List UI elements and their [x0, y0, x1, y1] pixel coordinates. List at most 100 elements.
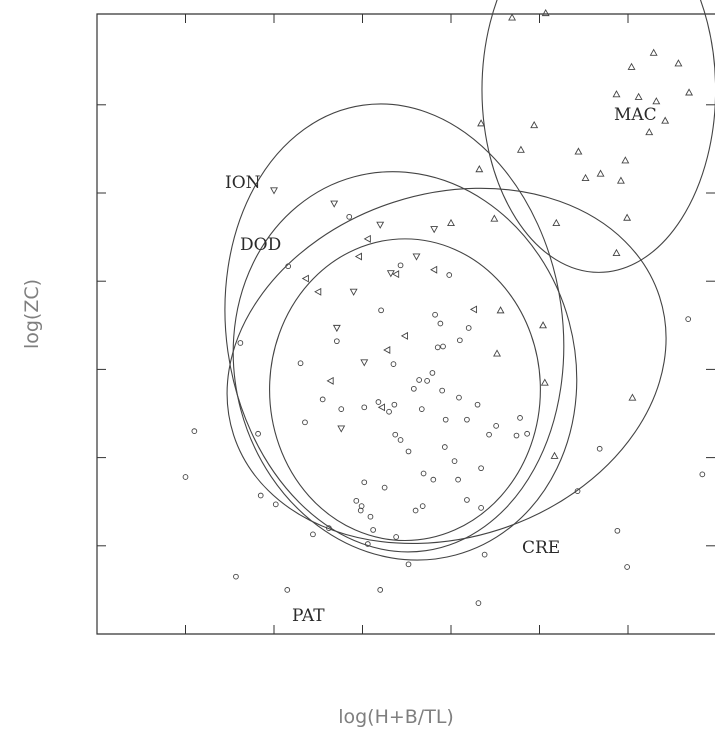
- pat-point: [255, 430, 261, 437]
- mac-point: [477, 119, 486, 127]
- cre-label: CRE: [522, 538, 560, 558]
- ion-point: [386, 270, 395, 278]
- ion-point: [337, 425, 346, 433]
- pat-point: [517, 415, 523, 421]
- ion-point: [330, 200, 339, 208]
- dod-point: [392, 270, 400, 279]
- dod-point: [354, 252, 362, 261]
- pat-point: [685, 316, 692, 322]
- pat-point: [370, 527, 376, 533]
- pat-ellipse: [269, 238, 541, 542]
- pat-point: [439, 387, 446, 394]
- pat-point: [405, 448, 412, 455]
- ion-point: [430, 226, 439, 234]
- pat-point: [357, 507, 364, 514]
- pat-point: [338, 406, 345, 412]
- pat-point: [478, 465, 484, 472]
- axis-ticks: [97, 14, 715, 634]
- ion-label: ION: [225, 173, 261, 193]
- pat-point: [397, 262, 404, 269]
- pat-point: [191, 428, 198, 434]
- dod-label: DOD: [240, 235, 281, 255]
- pat-point: [475, 600, 482, 606]
- pat-point: [457, 337, 463, 344]
- pat-point: [481, 551, 488, 558]
- ion-point: [412, 253, 421, 261]
- mac-point: [596, 169, 605, 177]
- mac-point: [612, 248, 621, 256]
- pat-point: [272, 501, 279, 508]
- pat-point: [319, 396, 326, 403]
- ion-point: [360, 359, 369, 367]
- ion-point: [376, 221, 385, 229]
- pat-point: [364, 541, 371, 547]
- pat-point: [493, 422, 499, 429]
- pat-point: [429, 370, 436, 376]
- mac-point: [581, 173, 590, 182]
- pat-point: [405, 561, 412, 568]
- cre-point: [447, 218, 455, 226]
- pat-label: PAT: [292, 606, 325, 626]
- mac-point: [616, 176, 625, 184]
- group-labels: MAC ION DOD CRE PAT: [225, 105, 657, 626]
- pat-point: [474, 401, 481, 408]
- mac-point: [490, 214, 499, 222]
- mac-point: [552, 218, 561, 226]
- pat-point: [381, 484, 388, 491]
- mac-point: [621, 156, 630, 164]
- pat-point: [233, 573, 239, 580]
- cre-point: [539, 321, 548, 329]
- group-ellipses: [224, 0, 715, 561]
- dod-point: [326, 376, 334, 385]
- pat-point: [424, 378, 430, 384]
- x-axis-title: log(H+B/TL): [338, 706, 454, 728]
- mac-point: [508, 13, 517, 21]
- cre-point: [496, 306, 505, 314]
- y-axis-title: log(ZC): [21, 279, 43, 349]
- dod-ellipse: [232, 171, 578, 561]
- pat-point: [434, 344, 441, 351]
- pat-point: [397, 437, 404, 443]
- pat-point: [393, 534, 399, 540]
- pat-point: [302, 419, 308, 426]
- pat-point: [442, 416, 449, 423]
- pat-point: [297, 360, 304, 367]
- pat-point: [326, 525, 332, 532]
- pat-point: [378, 307, 384, 314]
- pat-point: [574, 488, 581, 494]
- pat-point: [182, 474, 189, 480]
- mac-point: [516, 145, 525, 153]
- pat-point: [361, 404, 368, 411]
- plot-border: [96, 13, 715, 635]
- pat-point: [418, 406, 425, 412]
- dod-point: [363, 234, 371, 243]
- pat-point: [419, 503, 426, 509]
- pat-point: [353, 497, 360, 504]
- cre-point: [628, 393, 637, 401]
- pat-point: [420, 470, 427, 477]
- pat-point: [451, 458, 458, 464]
- mac-point: [530, 120, 539, 129]
- pat-point: [237, 340, 244, 346]
- dod-point: [400, 331, 408, 340]
- pat-point: [310, 531, 316, 538]
- pat-point: [377, 587, 384, 593]
- pat-point: [432, 311, 438, 318]
- ion-ellipse: [224, 103, 565, 553]
- pat-point: [367, 513, 374, 520]
- mac-point: [649, 48, 658, 56]
- dod-point: [314, 287, 322, 296]
- mac-point: [475, 165, 484, 173]
- ion-point: [349, 288, 358, 296]
- mac-point: [685, 88, 694, 96]
- mac-point: [674, 59, 683, 67]
- ion-point: [332, 324, 341, 333]
- pat-point: [486, 431, 492, 438]
- pat-point: [524, 430, 530, 437]
- cre-point: [493, 349, 501, 357]
- pat-point: [456, 394, 462, 401]
- mac-point: [574, 147, 583, 155]
- dod-point: [430, 265, 438, 274]
- data-points: [182, 8, 706, 606]
